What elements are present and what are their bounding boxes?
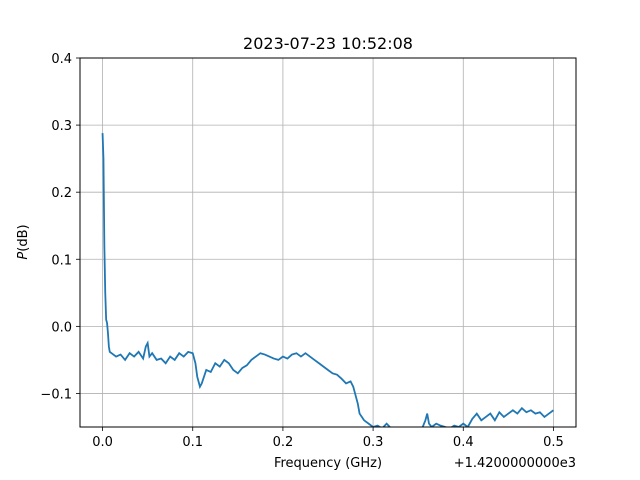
y-axis-label: P(dB) [16,224,31,259]
x-tick-label: 0.4 [453,435,474,450]
axes-frame [79,57,577,428]
x-tick-label: 0.0 [92,435,113,450]
x-tick-label: 0.2 [273,435,294,450]
plot-area [101,133,554,427]
y-axis-ticks: −0.1 0.0 0.1 0.2 0.3 0.4 [40,52,80,402]
x-axis-offset-text: +1.4200000000e3 [454,456,576,471]
x-axis-ticks: 0.0 0.1 0.2 0.3 0.4 0.5 [92,427,564,450]
y-axis-label-symbol: P [16,252,31,260]
y-tick-label: 0.4 [51,52,72,67]
grid-lines [80,57,576,427]
y-tick-label: 0.1 [51,253,72,268]
y-tick-label: 0.2 [51,186,72,201]
x-tick-label: 0.3 [363,435,384,450]
y-axis-label-unit: (dB) [16,224,31,251]
series-line [101,133,554,427]
y-tick-label: −0.1 [40,387,72,402]
x-tick-label: 0.5 [543,435,564,450]
x-axis-label: Frequency (GHz) [274,456,382,471]
y-tick-label: 0.0 [51,320,72,335]
y-tick-label: 0.3 [51,119,72,134]
x-tick-label: 0.1 [182,435,203,450]
chart-title: 2023-07-23 10:52:08 [243,34,413,53]
